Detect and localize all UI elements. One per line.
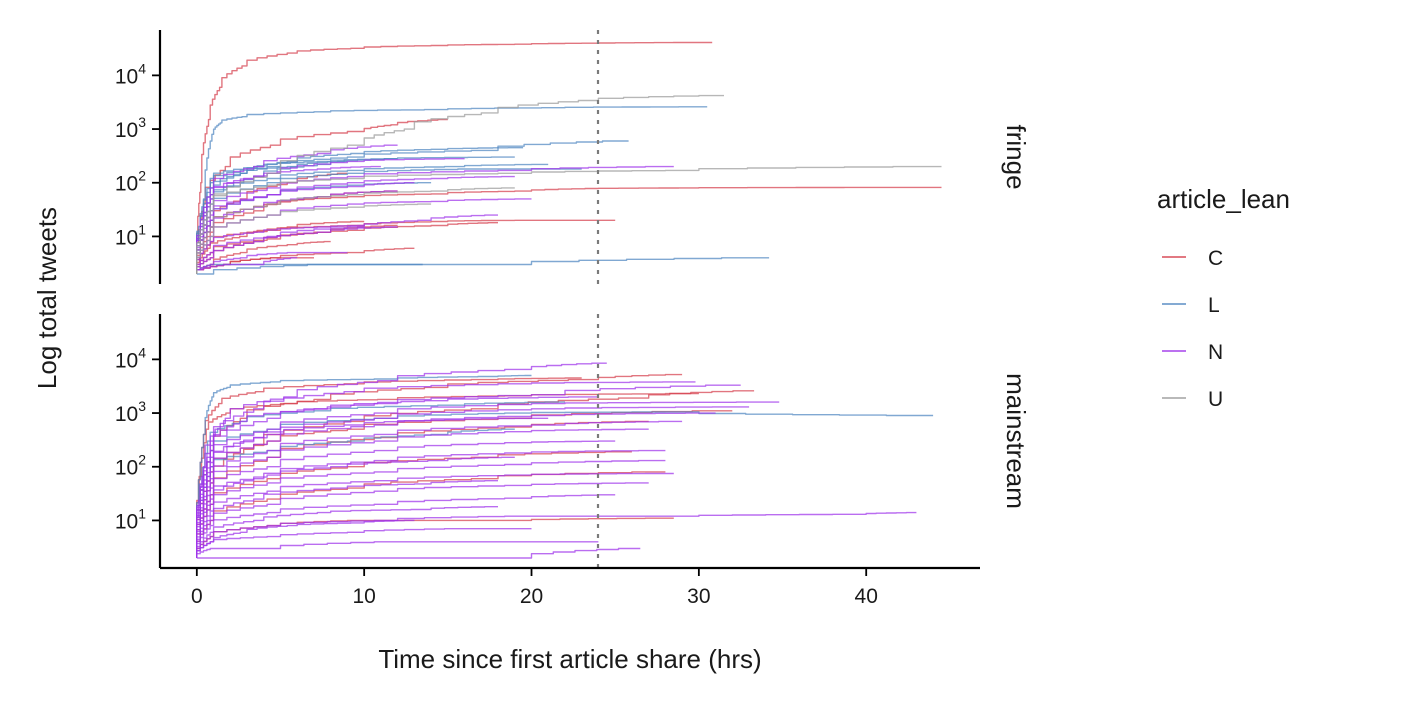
series-line-N	[196, 257, 298, 274]
y-tick-label: 103	[115, 114, 146, 142]
series-line-N	[196, 459, 666, 558]
y-tick-label: 101	[115, 221, 146, 249]
series-line-C	[196, 222, 498, 274]
panel-fringe: 101 102 103 104 fringe	[115, 30, 1031, 284]
series-line-L	[196, 257, 770, 275]
y-tick-label: 102	[115, 452, 146, 480]
y-tick-label: 102	[115, 168, 146, 196]
y-tick-label: 104	[115, 60, 146, 88]
series-line-U	[196, 165, 942, 274]
y-tick-label: 101	[115, 505, 146, 533]
series-lines-fringe	[196, 41, 942, 275]
x-tick-label: 40	[855, 585, 878, 608]
series-line-N	[196, 506, 498, 558]
series-line-U	[196, 187, 515, 274]
series-line-N	[196, 472, 674, 558]
legend-title: article_lean	[1157, 184, 1290, 214]
y-axis-title: Log total tweets	[32, 207, 62, 389]
series-line-N	[196, 440, 616, 558]
series-line-C	[196, 517, 674, 558]
series-line-N	[196, 547, 641, 559]
series-line-C	[196, 220, 365, 274]
x-tick-label: 20	[520, 585, 543, 608]
series-line-C	[196, 118, 448, 274]
series-line-N	[196, 528, 532, 558]
legend-entries: C L N U	[1162, 247, 1223, 411]
y-tick-label: 103	[115, 398, 146, 426]
series-line-N	[196, 412, 716, 558]
x-ticks: 0 10 20 30 40	[191, 568, 878, 608]
facet-strip-label-fringe: fringe	[1001, 124, 1031, 189]
x-tick-label: 0	[191, 585, 203, 608]
series-line-L	[196, 168, 582, 274]
series-line-N	[196, 226, 398, 274]
series-line-N	[196, 494, 616, 558]
legend-label-L: L	[1208, 294, 1220, 317]
series-line-N	[196, 214, 498, 274]
series-line-N	[196, 362, 607, 558]
series-line-N	[196, 381, 696, 558]
series-line-N	[196, 420, 683, 558]
series-line-N	[196, 251, 348, 274]
series-line-N	[196, 482, 649, 558]
legend-label-C: C	[1208, 247, 1223, 270]
facet-strip-label-mainstream: mainstream	[1001, 373, 1031, 509]
series-line-N	[196, 144, 398, 274]
legend-label-N: N	[1208, 341, 1223, 364]
series-line-L	[196, 374, 532, 558]
series-line-N	[196, 480, 498, 558]
legend: article_lean C L N U	[1157, 184, 1290, 411]
y-ticks-fringe: 101 102 103 104	[115, 60, 160, 249]
series-line-U	[196, 203, 432, 274]
series-line-N	[196, 417, 549, 558]
series-line-C	[196, 41, 713, 274]
x-tick-label: 10	[352, 585, 375, 608]
series-line-U	[196, 94, 724, 274]
y-tick-label: 104	[115, 344, 146, 372]
series-line-N	[196, 519, 415, 558]
x-axis-title: Time since first article share (hrs)	[378, 644, 761, 674]
series-line-N	[196, 541, 599, 558]
series-lines-mainstream	[196, 362, 934, 559]
y-ticks-mainstream: 101 102 103 104	[115, 344, 160, 533]
x-tick-label: 30	[687, 585, 710, 608]
series-line-N	[196, 224, 365, 274]
series-line-N	[196, 456, 515, 558]
series-line-N	[196, 396, 599, 558]
legend-label-U: U	[1208, 388, 1223, 411]
panel-mainstream: 101 102 103 104 mainstream	[115, 314, 1031, 568]
series-line-N	[196, 175, 515, 274]
